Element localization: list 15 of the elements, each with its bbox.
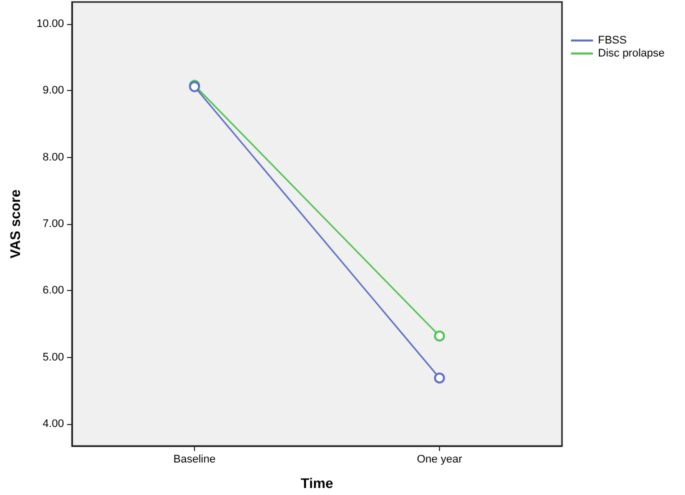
y-tick-label: 4.00 bbox=[42, 418, 64, 430]
y-axis-title: VAS score bbox=[7, 189, 23, 258]
y-tick-label: 7.00 bbox=[42, 218, 64, 230]
legend-label: FBSS bbox=[598, 34, 627, 46]
legend-label: Disc prolapse bbox=[598, 48, 665, 60]
y-tick-label: 5.00 bbox=[42, 351, 64, 364]
point bbox=[434, 330, 445, 342]
y-tick-label: 10.00 bbox=[36, 18, 64, 30]
y-tick-label: 8.00 bbox=[42, 151, 64, 164]
point bbox=[434, 372, 445, 384]
x-tick-label: Baseline bbox=[173, 454, 216, 466]
x-tick-label: One year bbox=[416, 454, 462, 466]
x-axis-title: Time bbox=[300, 475, 334, 491]
y-tick-label: 6.00 bbox=[42, 284, 64, 297]
y-tick-label: 9.00 bbox=[42, 84, 64, 97]
